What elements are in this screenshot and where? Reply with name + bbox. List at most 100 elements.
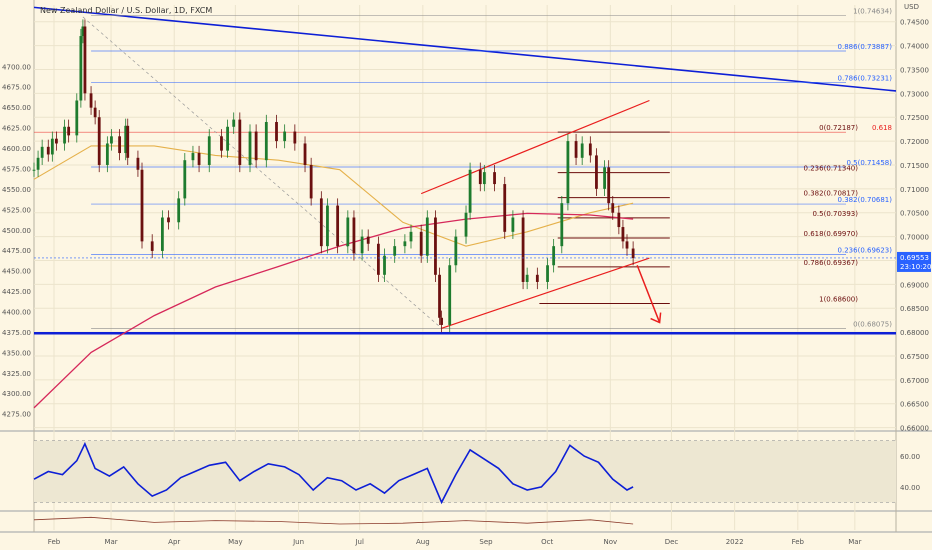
- candle[interactable]: [50, 138, 54, 155]
- time-axis[interactable]: Feb Mar Apr May Jun Jul Aug Sep Oct Nov Dec 2022 Feb…: [48, 538, 862, 546]
- candle[interactable]: [468, 169, 472, 213]
- candle[interactable]: [607, 167, 611, 204]
- candle[interactable]: [434, 217, 437, 275]
- candle[interactable]: [546, 265, 549, 282]
- candle[interactable]: [326, 205, 329, 247]
- candle[interactable]: [403, 241, 407, 247]
- candle[interactable]: [126, 125, 130, 158]
- candle[interactable]: [383, 255, 386, 275]
- candle[interactable]: [232, 119, 236, 127]
- candle[interactable]: [503, 184, 507, 232]
- candle[interactable]: [293, 131, 297, 144]
- candle[interactable]: [580, 143, 584, 158]
- candle[interactable]: [464, 212, 468, 237]
- candle[interactable]: [275, 121, 278, 142]
- candle[interactable]: [124, 125, 128, 154]
- right-price-axis[interactable]: 0.74500 0.74000 0.73500 0.73000 0.72500 0.720…: [897, 19, 931, 433]
- candle[interactable]: [440, 317, 443, 325]
- candle[interactable]: [336, 205, 340, 247]
- candle[interactable]: [346, 217, 350, 247]
- rsi-pane[interactable]: 60.00 40.00: [33, 440, 920, 505]
- candle[interactable]: [79, 36, 83, 101]
- candle[interactable]: [150, 241, 154, 251]
- candle[interactable]: [160, 217, 164, 251]
- candle[interactable]: [254, 131, 258, 161]
- candle[interactable]: [625, 241, 629, 249]
- candle[interactable]: [574, 141, 578, 158]
- candle[interactable]: [36, 157, 40, 170]
- candle[interactable]: [376, 243, 380, 275]
- candle[interactable]: [248, 131, 252, 165]
- main-pane[interactable]: 1(0.74634) 0.886(0.73887) 0.786(0.73231) 0.…: [32, 6, 897, 409]
- candle[interactable]: [438, 274, 441, 318]
- rsi-line[interactable]: [33, 441, 634, 505]
- candle[interactable]: [226, 126, 229, 151]
- candle[interactable]: [83, 26, 87, 94]
- candle[interactable]: [89, 93, 93, 108]
- candle[interactable]: [207, 136, 211, 165]
- candle[interactable]: [238, 119, 242, 165]
- candle[interactable]: [454, 236, 458, 266]
- candle[interactable]: [560, 203, 564, 247]
- candle[interactable]: [535, 274, 539, 282]
- candle[interactable]: [352, 217, 356, 254]
- projection-arrow[interactable]: [636, 264, 661, 323]
- candle[interactable]: [118, 136, 121, 154]
- candle[interactable]: [360, 236, 364, 254]
- candle[interactable]: [511, 217, 515, 232]
- sma-200-line[interactable]: [33, 212, 634, 409]
- candle[interactable]: [55, 138, 58, 144]
- candle[interactable]: [81, 26, 85, 37]
- candle[interactable]: [283, 131, 287, 142]
- sma-50-line[interactable]: [33, 145, 634, 247]
- candle[interactable]: [32, 169, 36, 171]
- candle[interactable]: [588, 143, 592, 156]
- candle[interactable]: [309, 164, 313, 199]
- candle[interactable]: [617, 212, 621, 228]
- candle[interactable]: [177, 198, 181, 223]
- oscillator-pane[interactable]: [33, 516, 634, 525]
- candle[interactable]: [97, 117, 101, 165]
- candle[interactable]: [409, 231, 413, 242]
- candle[interactable]: [393, 246, 397, 256]
- candle[interactable]: [595, 155, 598, 189]
- candle[interactable]: [525, 274, 529, 282]
- candle[interactable]: [40, 146, 44, 158]
- trend-line[interactable]: [33, 6, 897, 92]
- candle[interactable]: [264, 121, 268, 161]
- candle[interactable]: [611, 203, 615, 213]
- channel-upper-line[interactable]: [420, 99, 650, 195]
- channel-lower-line[interactable]: [441, 257, 650, 329]
- candle[interactable]: [521, 217, 525, 282]
- candle[interactable]: [191, 153, 195, 161]
- candle[interactable]: [478, 169, 482, 185]
- candle[interactable]: [220, 136, 223, 151]
- candle[interactable]: [366, 236, 370, 244]
- candle[interactable]: [631, 248, 635, 259]
- candle[interactable]: [140, 169, 144, 242]
- candle[interactable]: [136, 157, 140, 170]
- candle[interactable]: [482, 172, 486, 185]
- left-price-axis[interactable]: 4700.00 4675.00 4650.00 4625.00 4600.00 4575.…: [2, 63, 31, 418]
- candle[interactable]: [603, 167, 606, 189]
- candle[interactable]: [67, 126, 71, 136]
- candle[interactable]: [167, 217, 170, 223]
- candle[interactable]: [493, 172, 496, 185]
- candle[interactable]: [448, 265, 452, 325]
- candle[interactable]: [183, 160, 187, 199]
- candle[interactable]: [110, 136, 113, 144]
- candle[interactable]: [566, 141, 570, 204]
- candle[interactable]: [419, 231, 423, 256]
- candle[interactable]: [621, 227, 625, 242]
- candle[interactable]: [425, 217, 429, 256]
- candle[interactable]: [46, 146, 50, 155]
- candle[interactable]: [75, 100, 79, 136]
- oscillator-line[interactable]: [33, 516, 634, 525]
- candle[interactable]: [93, 107, 97, 118]
- candle[interactable]: [105, 143, 109, 165]
- candle[interactable]: [552, 246, 556, 266]
- candle[interactable]: [197, 153, 201, 165]
- candle[interactable]: [319, 198, 323, 247]
- last-price-tag[interactable]: [897, 251, 931, 272]
